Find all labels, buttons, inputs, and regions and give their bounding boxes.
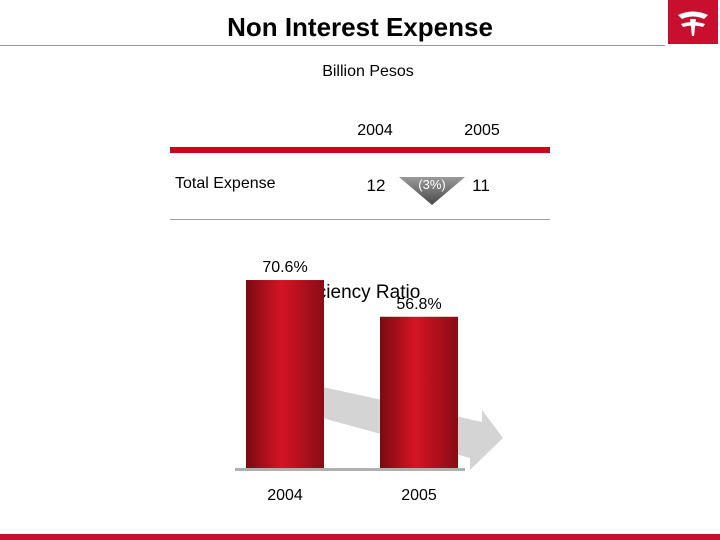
table-header-rule: [170, 147, 550, 153]
bank-logo: [668, 0, 718, 44]
row-label-total-expense: Total Expense: [175, 175, 276, 192]
bank-logo-icon: [678, 11, 708, 36]
title-divider: [0, 45, 665, 46]
units-subtitle: Billion Pesos: [322, 63, 414, 80]
data-label-2004: 70.6%: [262, 259, 307, 276]
footer-bar: [0, 534, 720, 540]
column-header-2005: 2005: [464, 122, 500, 139]
bar-2005: [380, 316, 458, 468]
page-title: Non Interest Expense: [227, 12, 493, 42]
x-tick-2005: 2005: [401, 487, 437, 504]
table-bottom-rule: [170, 219, 550, 220]
column-header-2004: 2004: [357, 122, 393, 139]
bar-2004: [246, 280, 324, 468]
chart-baseline: [235, 468, 465, 471]
value-2004: 12: [366, 176, 386, 195]
value-2005: 11: [472, 176, 490, 195]
data-label-2005: 56.8%: [396, 296, 441, 313]
x-tick-2004: 2004: [267, 487, 303, 504]
down-triangle-icon: [399, 177, 465, 205]
change-percent: (3%): [418, 177, 446, 192]
